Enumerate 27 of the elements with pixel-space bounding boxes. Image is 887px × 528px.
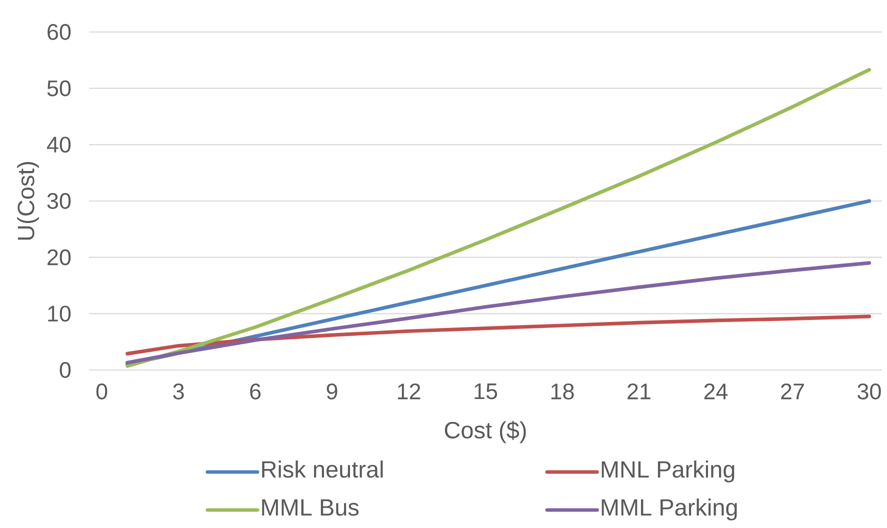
y-tick-label: 60 (48, 24, 71, 40)
x-tick-label: 24 (704, 384, 728, 400)
legend-label: Risk neutral (262, 460, 383, 478)
x-tick-label: 30 (858, 384, 881, 400)
y-tick-label: 10 (48, 306, 71, 322)
x-tick-label: 3 (173, 384, 184, 400)
x-tick-label: 9 (326, 384, 338, 400)
y-tick-label: 50 (47, 80, 71, 96)
x-tick-label: 15 (474, 384, 498, 400)
legend-label: MNL Parking (602, 460, 734, 482)
y-tick-label: 30 (47, 193, 71, 209)
x-axis-title: Cost ($) (444, 420, 526, 444)
x-tick-label: 0 (96, 384, 108, 400)
x-tick-label: 6 (250, 384, 261, 400)
legend-label: MML Parking (602, 498, 737, 520)
x-tick-label: 21 (628, 384, 650, 400)
y-tick-label: 20 (48, 249, 71, 266)
line-series (126, 68, 872, 368)
legend-label: MML Bus (262, 499, 359, 516)
x-tick-label: 18 (551, 384, 574, 400)
x-tick-label: 12 (398, 384, 420, 400)
y-tick-label: 40 (46, 136, 71, 153)
y-tick-label: 0 (60, 362, 71, 378)
x-tick-label: 27 (781, 384, 804, 400)
line-series (126, 261, 872, 364)
y-axis-title: U(Cost) (17, 162, 39, 240)
line-series (126, 314, 872, 356)
